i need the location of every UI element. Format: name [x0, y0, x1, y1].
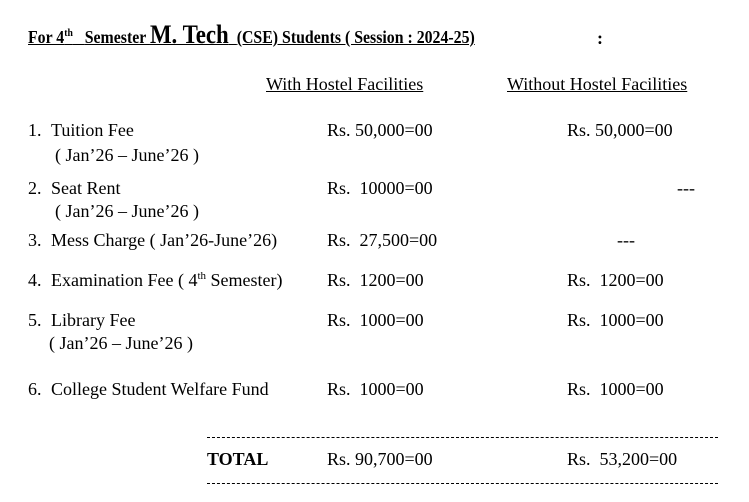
header-without-hostel: Without Hostel Facilities [507, 74, 688, 94]
amount-with-hostel: Rs. 50,000=00 [327, 120, 433, 140]
amount-without-hostel: Rs. 1000=00 [567, 379, 664, 399]
header-with-hostel: With Hostel Facilities [266, 74, 424, 94]
amount-without-hostel: --- [677, 178, 695, 198]
title-colon: : [597, 28, 603, 48]
row-label: Mess Charge ( Jan’26-June’26) [51, 230, 278, 250]
row-label: Examination Fee ( 4th Semester) [51, 270, 283, 290]
total-with-hostel: Rs. 90,700=00 [327, 449, 433, 469]
amount-with-hostel: Rs. 10000=00 [327, 178, 433, 198]
row-number: 3. [28, 230, 42, 250]
divider-top [207, 437, 718, 438]
row-number: 5. [28, 310, 42, 330]
row-period: ( Jan’26 – June’26 ) [49, 333, 193, 353]
amount-without-hostel: Rs. 1200=00 [567, 270, 664, 290]
row-label: College Student Welfare Fund [51, 379, 269, 399]
divider-bottom [207, 483, 718, 484]
row-label: Seat Rent [51, 178, 121, 198]
amount-without-hostel: Rs. 1000=00 [567, 310, 664, 330]
row-label: Library Fee [51, 310, 136, 330]
amount-with-hostel: Rs. 1000=00 [327, 310, 424, 330]
row-number: 6. [28, 379, 42, 399]
amount-without-hostel: --- [617, 230, 635, 250]
amount-with-hostel: Rs. 1200=00 [327, 270, 424, 290]
page-title: For 4th Semester M. Tech (CSE) Students … [28, 20, 475, 49]
row-number: 2. [28, 178, 42, 198]
amount-without-hostel: Rs. 50,000=00 [567, 120, 673, 140]
row-period: ( Jan’26 – June’26 ) [55, 201, 199, 221]
row-number: 1. [28, 120, 42, 140]
row-period: ( Jan’26 – June’26 ) [55, 145, 199, 165]
total-without-hostel: Rs. 53,200=00 [567, 449, 678, 469]
row-number: 4. [28, 270, 42, 290]
total-label: TOTAL [207, 449, 269, 469]
row-label: Tuition Fee [51, 120, 134, 140]
amount-with-hostel: Rs. 1000=00 [327, 379, 424, 399]
amount-with-hostel: Rs. 27,500=00 [327, 230, 438, 250]
